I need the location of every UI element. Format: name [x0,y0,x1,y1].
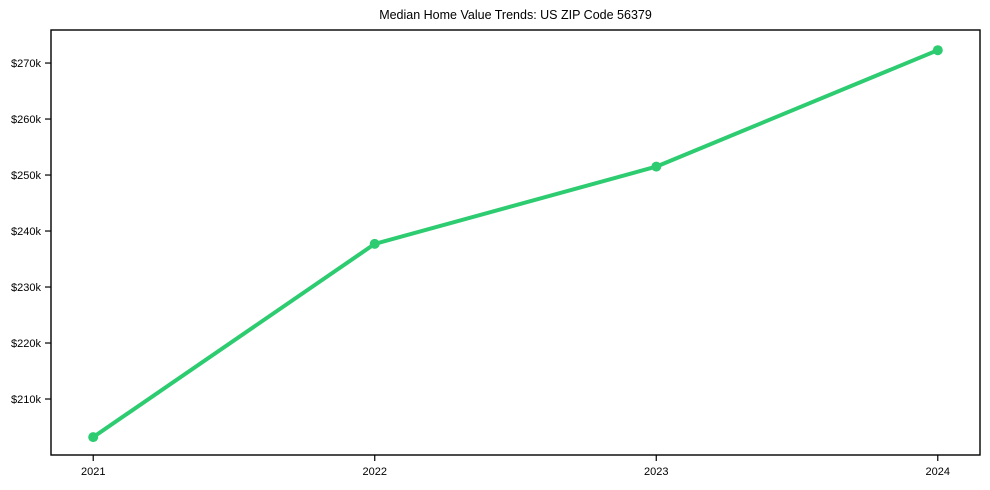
chart-title: Median Home Value Trends: US ZIP Code 56… [379,8,652,22]
trend-line [91,48,940,440]
data-point-marker [88,432,99,443]
y-axis-tick-label: $210k [11,394,41,406]
data-point-marker [651,161,662,172]
x-axis-tick-label: 2024 [926,466,950,478]
data-point-marker [369,238,380,249]
data-point-marker [932,45,943,56]
y-axis-tick-label: $270k [11,58,41,70]
x-axis-tick-label: 2022 [363,466,387,478]
plot-border [50,29,981,456]
y-axis-tick-label: $260k [11,114,41,126]
y-axis-tick-label: $230k [11,282,41,294]
x-axis-tick-label: 2023 [644,466,668,478]
y-axis-tick-label: $240k [11,226,41,238]
y-axis-tick-label: $220k [11,338,41,350]
y-axis-tick-label: $250k [11,170,41,182]
x-axis-tick-label: 2021 [81,466,105,478]
